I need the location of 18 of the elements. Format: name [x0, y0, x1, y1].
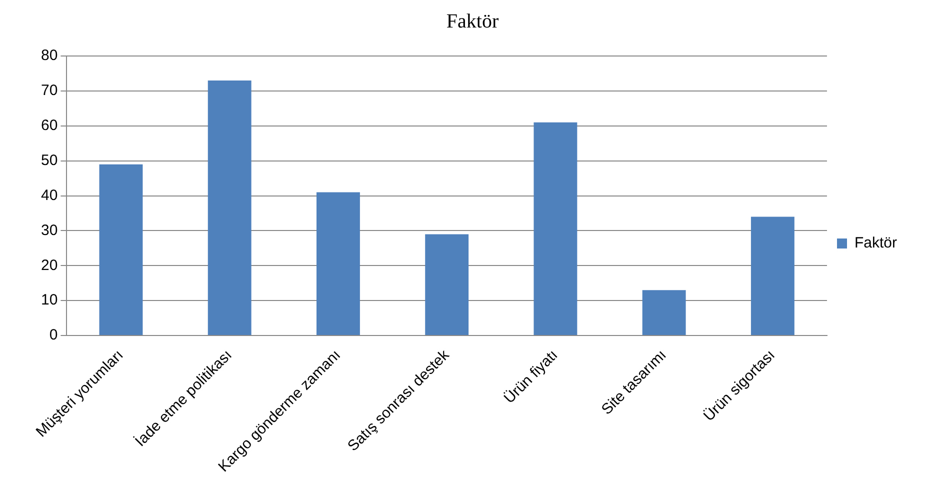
bar: [642, 290, 686, 336]
y-tick-label: 70: [40, 82, 58, 100]
y-tick-label: 50: [40, 152, 58, 169]
bar: [99, 164, 143, 336]
bar: [208, 80, 252, 336]
y-tick-label: 20: [40, 256, 58, 274]
bar: [750, 216, 794, 336]
chart-title: Faktör: [446, 10, 499, 32]
legend-label: Faktör: [854, 234, 898, 252]
y-tick-label: 80: [40, 47, 58, 64]
bar: [425, 234, 469, 336]
bar: [534, 122, 578, 336]
y-tick-label: 0: [49, 326, 58, 344]
y-tick-label: 60: [40, 117, 58, 134]
bar: [316, 192, 360, 336]
y-tick-label: 40: [40, 186, 58, 204]
y-tick-label: 30: [40, 222, 58, 239]
y-tick-label: 10: [40, 292, 58, 309]
